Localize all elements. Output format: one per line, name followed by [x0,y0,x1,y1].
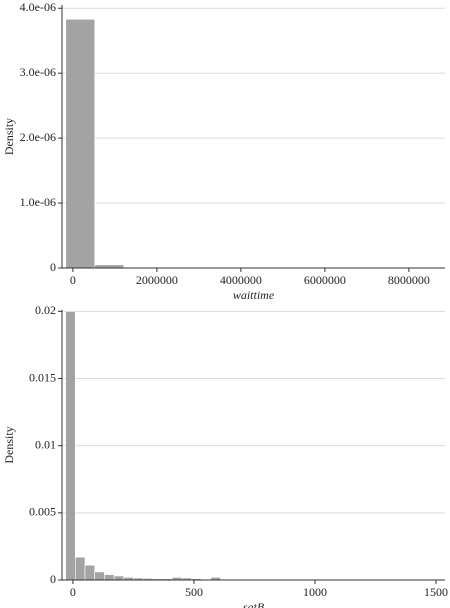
x-tick-label: 4000000 [220,273,262,287]
y-tick-label: 2.0e-06 [20,130,56,144]
bar [65,311,76,581]
y-tick-label: 3.0e-06 [20,65,56,79]
y-tick-label: 0 [50,572,56,586]
y-tick-label: 0.005 [29,505,56,519]
bar [94,571,105,581]
y-tick-label: 0.015 [29,370,56,384]
bar [75,556,86,581]
x-tick-label: 8000000 [388,273,430,287]
y-tick-label: 0 [50,260,56,274]
y-tick-label: 0.01 [35,437,56,451]
y-axis-label: Density [2,118,16,155]
bar [84,564,95,581]
y-tick-label: 1.0e-06 [20,195,56,209]
y-tick-label: 4.0e-06 [20,0,56,14]
x-axis-label: waittime [233,288,275,302]
y-tick-label: 0.02 [35,303,56,317]
x-tick-label: 6000000 [304,273,346,287]
x-axis-label: satB [243,600,265,608]
bar [113,575,125,581]
bar [65,18,96,269]
x-tick-label: 0 [70,585,76,599]
x-tick-label: 2000000 [136,273,178,287]
y-axis-label: Density [2,426,16,463]
x-tick-label: 0 [70,273,76,287]
bar [104,574,115,581]
x-tick-label: 1000 [303,585,327,599]
x-tick-label: 500 [185,585,203,599]
x-tick-label: 1500 [424,585,448,599]
